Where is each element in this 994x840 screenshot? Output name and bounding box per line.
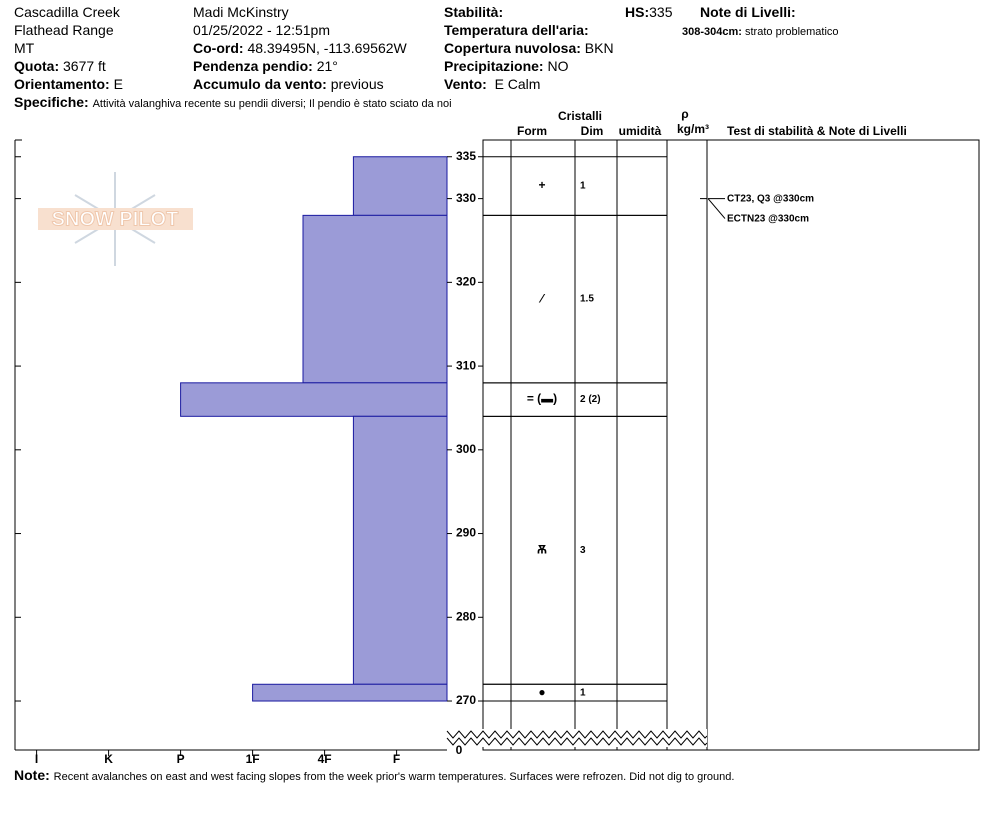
x-tick-label: 1F: [246, 752, 260, 766]
value: Attività valanghiva recente su pendii di…: [92, 98, 452, 110]
crystal-dim: 1.5: [580, 294, 594, 305]
x-tick-label: 4F: [318, 752, 332, 766]
label: Note:: [14, 767, 50, 783]
y-tick-label: 320: [456, 275, 476, 289]
y-tick-label: 335: [456, 149, 476, 163]
x-tick-label: P: [177, 752, 185, 766]
value: 335: [649, 4, 673, 20]
crystal-form: Ѫ: [537, 542, 547, 556]
observer: Madi McKinstry: [193, 4, 289, 20]
crystal-form: ⁄: [538, 291, 546, 305]
value: E: [113, 76, 123, 92]
label: Precipitazione:: [444, 58, 544, 74]
test-label: CT23, Q3 @330cm: [727, 193, 814, 204]
crystal-form: ●: [538, 685, 545, 699]
column-header: Cristalli: [558, 109, 602, 123]
hardness-bar: [180, 382, 448, 417]
label: Note di Livelli:: [700, 4, 796, 20]
state: MT: [14, 40, 35, 56]
location: Cascadilla Creek: [14, 4, 120, 20]
label: Quota:: [14, 58, 60, 74]
axis-break: [446, 730, 708, 739]
label: HS:: [625, 4, 650, 20]
axis-break: [446, 737, 708, 746]
test-arrow: [707, 198, 726, 219]
value: NO: [547, 58, 569, 74]
label: Co-ord:: [193, 40, 244, 56]
value: strato problematico: [745, 26, 839, 38]
crystal-form: = (▬): [527, 392, 557, 406]
crystal-dim: 1: [580, 181, 586, 192]
crystal-dim: 1: [580, 687, 586, 698]
break-mask: [447, 729, 707, 747]
hardness-bar: [252, 683, 448, 702]
label: Specifiche:: [14, 94, 89, 110]
hardness-bar: [352, 156, 448, 216]
x-tick-label: K: [104, 752, 113, 766]
value: BKN: [584, 40, 614, 56]
table-frame: [482, 139, 980, 751]
label: Vento:: [444, 76, 487, 92]
column-header: ρ: [681, 107, 688, 121]
logo-text: SNOW PILOT: [52, 208, 179, 230]
label: Copertura nuvolosa:: [444, 40, 581, 56]
column-header: umidità: [619, 124, 662, 138]
value: 48.39495N, -113.69562W: [247, 40, 407, 56]
x-tick-label: I: [35, 752, 38, 766]
column-header: kg/m³: [677, 122, 709, 136]
value: previous: [330, 76, 384, 92]
y-tick-label: 290: [456, 526, 476, 540]
crystal-form: +: [538, 178, 545, 192]
y-tick-label: 300: [456, 442, 476, 456]
x-tick-label: F: [393, 752, 400, 766]
range: Flathead Range: [14, 22, 114, 38]
column-header: Dim: [581, 124, 604, 138]
hardness-bar: [352, 415, 448, 685]
label: Pendenza pendio:: [193, 58, 313, 74]
y-break-label: 0: [456, 743, 463, 757]
crystal-dim: 3: [580, 545, 586, 556]
label: 308-304cm:: [682, 26, 742, 38]
label: Stabilità:: [444, 4, 504, 20]
test-label: ECTN23 @330cm: [727, 213, 809, 224]
y-tick-label: 270: [456, 693, 476, 707]
datetime: 01/25/2022 - 12:51pm: [193, 22, 330, 38]
value: 21°: [316, 58, 338, 74]
column-header: Test di stabilità & Note di Livelli: [727, 124, 907, 138]
y-tick-label: 280: [456, 609, 476, 623]
label: Accumulo da vento:: [193, 76, 327, 92]
value: E Calm: [494, 76, 541, 92]
column-header: Form: [517, 124, 547, 138]
logo: SNOW PILOT: [38, 172, 193, 266]
label: Temperatura dell'aria:: [444, 22, 589, 38]
hardness-bar: [302, 214, 448, 384]
column-lines: [510, 140, 708, 750]
y-tick-label: 310: [456, 358, 476, 372]
value: Recent avalanches on east and west facin…: [53, 771, 735, 783]
value: 3677 ft: [63, 58, 106, 74]
crystal-dim: 2 (2): [580, 394, 601, 405]
label: Orientamento:: [14, 76, 110, 92]
y-tick-label: 330: [456, 191, 476, 205]
